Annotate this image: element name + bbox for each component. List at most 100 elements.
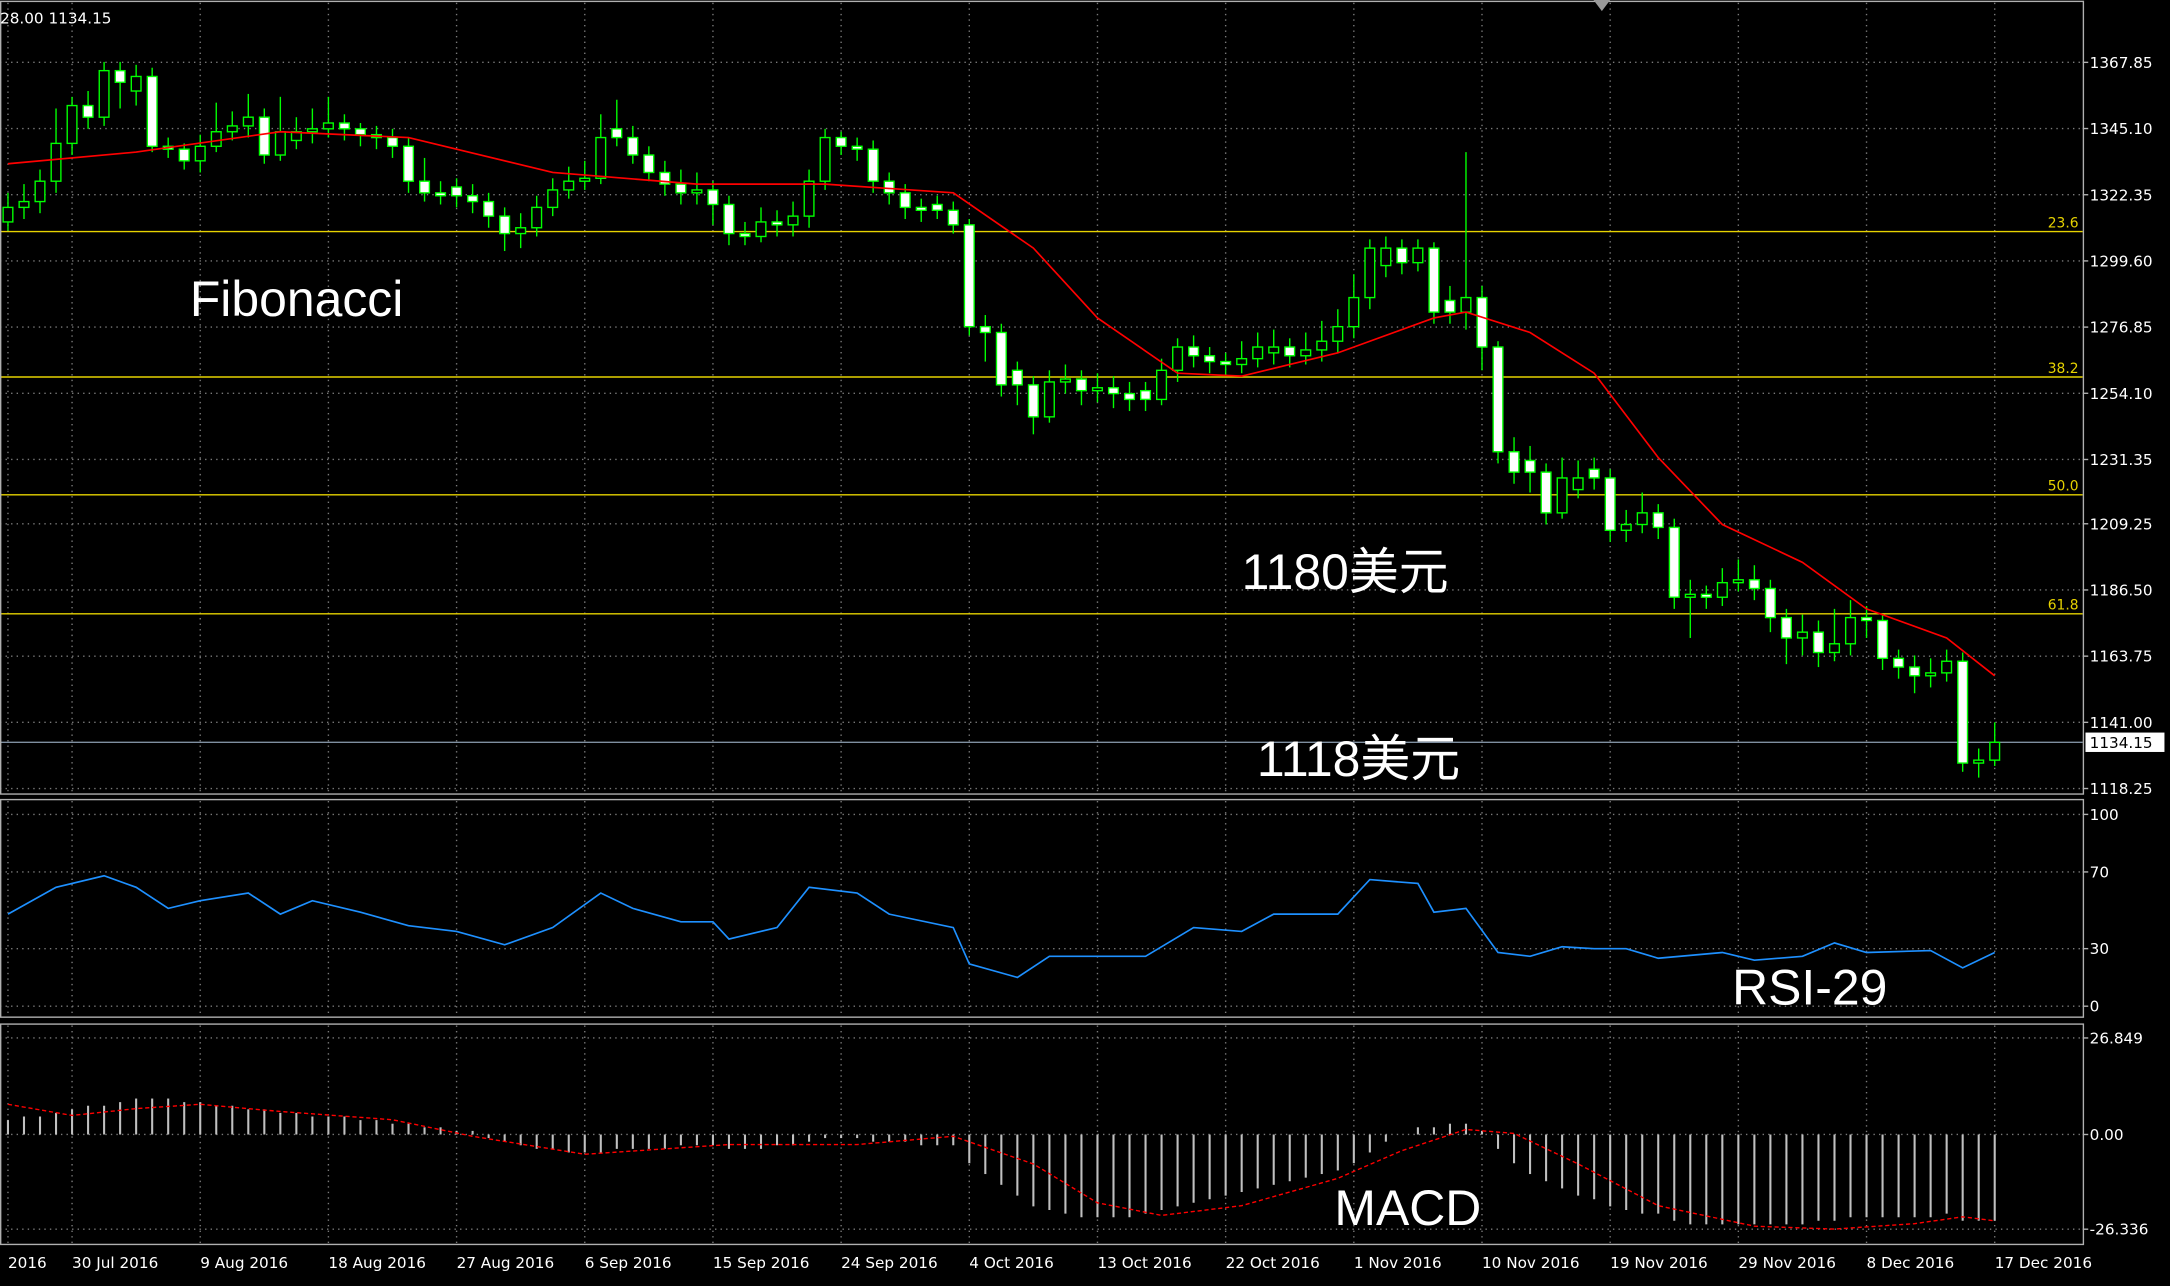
candle-body [835, 136, 847, 147]
candle-body [1764, 587, 1776, 619]
candle-body [723, 203, 735, 235]
candle-body [130, 75, 142, 92]
candle-body [306, 128, 318, 133]
candle-body [66, 104, 78, 145]
candle-body [1925, 672, 1937, 677]
candle-body [1941, 660, 1953, 674]
x-tick-label: 27 Aug 2016 [457, 1254, 555, 1272]
candle-body [1380, 247, 1392, 267]
candle-body [1780, 616, 1792, 639]
candle-body [1636, 512, 1648, 526]
panel-label: RSI-29 [1732, 960, 1887, 1016]
x-tick-label: 4 Oct 2016 [969, 1254, 1053, 1272]
candle-body [386, 136, 399, 147]
candle-body [899, 192, 911, 209]
x-tick-label: 9 Aug 2016 [200, 1254, 288, 1272]
candle-body [1716, 581, 1728, 598]
candle-body [579, 177, 591, 182]
y-tick-label: 1299.60 [2090, 252, 2153, 270]
y-tick-label: 1209.25 [2090, 515, 2153, 533]
candle-body [1268, 346, 1280, 354]
candle-body [595, 136, 607, 179]
candle-body [819, 136, 831, 182]
candle-body [531, 206, 543, 229]
y-tick-label: -26.336 [2090, 1221, 2149, 1239]
x-tick-label: 2016 [8, 1254, 47, 1272]
candle-body [1204, 355, 1216, 363]
candle-body [1252, 346, 1264, 360]
candle-body [1188, 346, 1200, 357]
candle-body [274, 131, 286, 156]
candle-body [114, 69, 126, 83]
candle-body [1396, 247, 1408, 264]
candle-body [1027, 384, 1039, 418]
y-tick-label: 1231.35 [2090, 451, 2153, 469]
y-tick-label: 1254.10 [2090, 385, 2153, 403]
candle-body [338, 122, 350, 130]
y-tick-label: 0.00 [2090, 1126, 2124, 1144]
candle-body [1156, 369, 1168, 401]
candle-body [418, 180, 431, 194]
candle-body [1796, 631, 1808, 639]
y-tick-label: 30 [2090, 940, 2109, 958]
candle-body [98, 69, 110, 118]
candle-body [963, 224, 975, 328]
candle-body [1812, 631, 1825, 654]
annotation: Fibonacci [190, 271, 403, 327]
x-tick-label: 8 Dec 2016 [1867, 1254, 1955, 1272]
macd-panel-border [0, 1023, 2085, 1246]
candle-body [1236, 357, 1248, 366]
x-tick-label: 22 Oct 2016 [1226, 1254, 1320, 1272]
candle-body [1556, 477, 1568, 514]
candle-body [1284, 346, 1296, 357]
candle-body [1412, 247, 1424, 264]
candle-body [258, 116, 270, 156]
marks-layer [0, 61, 2083, 1230]
candle-body [1220, 360, 1232, 366]
candle-body [1300, 349, 1312, 357]
candle-body [34, 180, 46, 203]
candle-body [995, 331, 1007, 386]
candle-body [1316, 340, 1328, 351]
candle-body [1973, 759, 1985, 764]
candle-body [467, 195, 479, 203]
fib-label: 23.6 [2048, 215, 2079, 231]
annotation: 1180美元 [1242, 544, 1449, 600]
rsi-panel-border [0, 798, 2085, 1018]
candle-body [1364, 247, 1376, 299]
candle-body [1540, 471, 1552, 514]
x-tick-label: 1 Nov 2016 [1354, 1254, 1442, 1272]
candle-body [178, 148, 190, 162]
x-tick-label: 13 Oct 2016 [1097, 1254, 1191, 1272]
candle-body [1604, 477, 1616, 532]
y-tick-label: 100 [2090, 806, 2119, 824]
candle-body [1844, 616, 1857, 645]
candle-body [354, 128, 366, 136]
last-price-label: 1134.15 [2090, 734, 2153, 752]
candle-body [611, 128, 623, 139]
candle-body [659, 171, 671, 185]
candle-body [1139, 389, 1152, 401]
candle-body [402, 145, 415, 182]
y-tick-label: 1163.75 [2090, 648, 2153, 666]
y-tick-label: 1141.00 [2090, 714, 2153, 732]
candle-body [1700, 593, 1712, 598]
candle-body [867, 148, 879, 182]
candle-body [242, 116, 254, 127]
rsi-line [7, 874, 1996, 979]
candle-body [931, 203, 943, 211]
candle-body [1332, 325, 1344, 342]
candle-body [1075, 378, 1087, 392]
candle-body [1043, 381, 1055, 418]
candle-body [483, 200, 495, 217]
candle-body [947, 209, 959, 226]
candle-body [1652, 512, 1664, 529]
candle-body [146, 75, 158, 147]
candle-body [1957, 660, 1969, 764]
candle-body [803, 180, 815, 217]
candle-body [1828, 643, 1841, 654]
candle-body [1107, 387, 1120, 395]
main-panel-border [0, 0, 2085, 795]
candle-body [1524, 459, 1536, 473]
